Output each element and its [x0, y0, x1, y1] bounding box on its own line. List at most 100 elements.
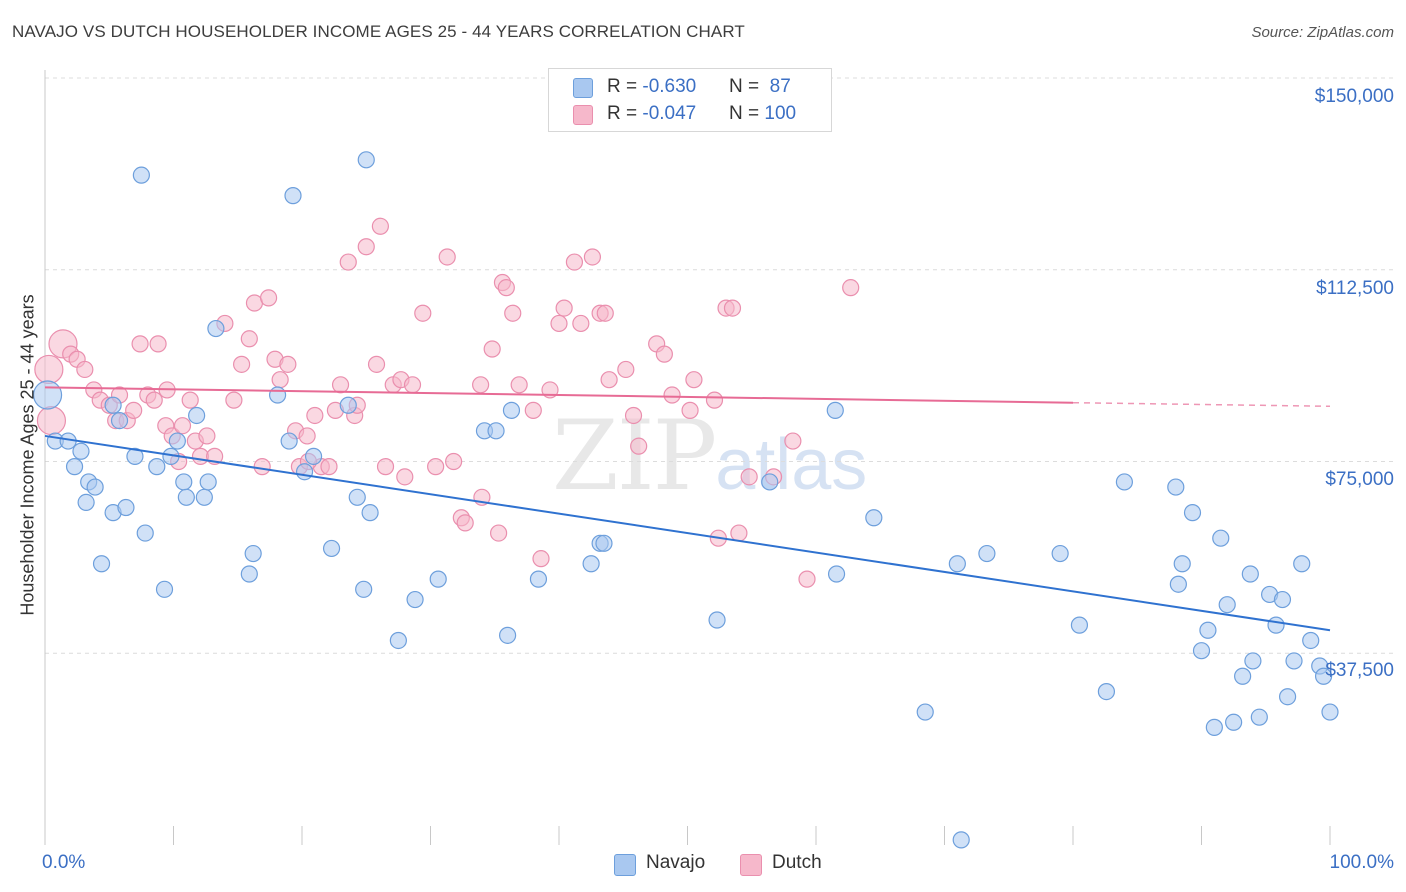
- dutch-point-57: [438, 248, 456, 266]
- navajo-point-86: [952, 831, 970, 849]
- navajo-point-16: [148, 458, 166, 476]
- navajo-swatch: [573, 78, 593, 98]
- dutch-point-62: [483, 340, 501, 358]
- navajo-point-52: [826, 401, 844, 419]
- navajo-trend-line: [44, 434, 1331, 632]
- dutch-trend-line: [44, 386, 1074, 404]
- dutch-point-72: [555, 299, 573, 317]
- navajo-point-38: [361, 504, 379, 522]
- dutch-point-92: [740, 468, 758, 486]
- navajo-n-stat: N = 87: [729, 76, 791, 97]
- navajo-point-58: [1051, 544, 1069, 563]
- navajo-point-12: [117, 498, 135, 517]
- navajo-r-stat: R = -0.630: [607, 76, 697, 97]
- dutch-point-73: [565, 253, 584, 271]
- navajo-point-37: [357, 151, 375, 169]
- navajo-legend-swatch: [614, 854, 636, 876]
- navajo-point-53: [827, 565, 846, 583]
- navajo-point-20: [175, 473, 193, 491]
- dutch-point-79: [617, 360, 635, 379]
- dutch-point-28: [233, 355, 251, 373]
- navajo-point-19: [168, 432, 186, 450]
- navajo-point-4: [72, 442, 90, 460]
- y-tick-label-112500: $112,500: [1316, 278, 1394, 299]
- dutch-point-94: [784, 432, 802, 450]
- navajo-point-23: [195, 488, 213, 506]
- dutch-legend-swatch: [740, 854, 762, 876]
- dutch-point-87: [705, 391, 724, 409]
- navajo-point-47: [582, 555, 600, 573]
- navajo-point-50: [708, 611, 726, 629]
- navajo-point-21: [177, 488, 195, 506]
- dutch-point-50: [376, 458, 395, 476]
- dutch-point-95: [798, 570, 816, 588]
- navajo-point-40: [406, 590, 424, 609]
- dutch-point-86: [685, 371, 703, 389]
- dutch-point-80: [624, 406, 643, 425]
- navajo-legend-label: Navajo: [646, 852, 706, 873]
- dutch-point-71: [550, 314, 568, 333]
- navajo-point-77: [1267, 616, 1285, 634]
- dutch-point-38: [298, 427, 316, 445]
- dutch-r-stat: R = -0.047: [607, 103, 697, 124]
- y-tick-label-37500: $37,500: [1325, 660, 1394, 681]
- dutch-point-68: [524, 401, 542, 419]
- navajo-point-33: [322, 539, 341, 558]
- navajo-point-70: [1218, 596, 1236, 614]
- x-tick-label-max: 100.0%: [1329, 852, 1394, 873]
- dutch-point-32: [259, 289, 278, 307]
- navajo-point-82: [1302, 631, 1320, 650]
- navajo-point-72: [1234, 667, 1252, 685]
- navajo-point-27: [244, 544, 262, 563]
- dutch-point-81: [630, 437, 648, 455]
- dutch-trend-extension: [1072, 401, 1331, 408]
- dutch-point-5: [76, 360, 94, 379]
- dutch-point-84: [663, 386, 681, 404]
- dutch-point-27: [225, 391, 243, 409]
- dutch-point-78: [600, 371, 618, 389]
- navajo-point-68: [1205, 718, 1223, 736]
- dutch-point-43: [331, 376, 350, 394]
- navajo-point-54: [865, 509, 883, 527]
- dutch-point-49: [371, 217, 389, 235]
- navajo-point-39: [389, 631, 407, 650]
- dutch-point-16: [149, 335, 167, 353]
- navajo-point-36: [355, 580, 373, 598]
- dutch-point-75: [583, 248, 602, 266]
- navajo-point-34: [339, 396, 357, 414]
- navajo-point-55: [916, 703, 934, 721]
- dutch-point-91: [730, 524, 748, 542]
- dutch-point-74: [572, 314, 590, 333]
- navajo-point-67: [1199, 621, 1217, 639]
- navajo-point-3: [65, 458, 84, 476]
- navajo-point-25: [207, 319, 225, 338]
- stats-legend: R = -0.630 N = 87 R = -0.047 N = 100: [548, 68, 832, 132]
- dutch-point-29: [240, 330, 258, 348]
- navajo-point-57: [978, 544, 996, 563]
- navajo-point-61: [1115, 473, 1134, 491]
- dutch-swatch: [573, 105, 593, 125]
- x-tick-label-min: 0.0%: [42, 852, 86, 873]
- navajo-point-85: [1321, 703, 1339, 721]
- dutch-point-58: [445, 452, 463, 471]
- dutch-point-1: [36, 405, 67, 436]
- navajo-point-81: [1293, 555, 1311, 573]
- navajo-point-29: [280, 432, 298, 450]
- navajo-point-28: [268, 386, 287, 404]
- navajo-point-24: [199, 473, 217, 491]
- navajo-point-17: [155, 580, 174, 598]
- navajo-point-56: [948, 555, 966, 573]
- dutch-point-20: [173, 417, 192, 435]
- navajo-point-5: [77, 493, 95, 512]
- dutch-point-90: [723, 299, 742, 317]
- navajo-point-46: [529, 570, 548, 588]
- dutch-point-77: [596, 304, 614, 322]
- source-credit: Source: ZipAtlas.com: [1251, 24, 1394, 41]
- navajo-point-31: [295, 463, 314, 481]
- dutch-point-31: [253, 458, 271, 476]
- y-tick-label-75000: $75,000: [1325, 469, 1394, 490]
- dutch-point-85: [681, 401, 699, 419]
- chart-title: NAVAJO VS DUTCH HOUSEHOLDER INCOME AGES …: [12, 22, 745, 41]
- y-tick-label-150000: $150,000: [1314, 86, 1394, 107]
